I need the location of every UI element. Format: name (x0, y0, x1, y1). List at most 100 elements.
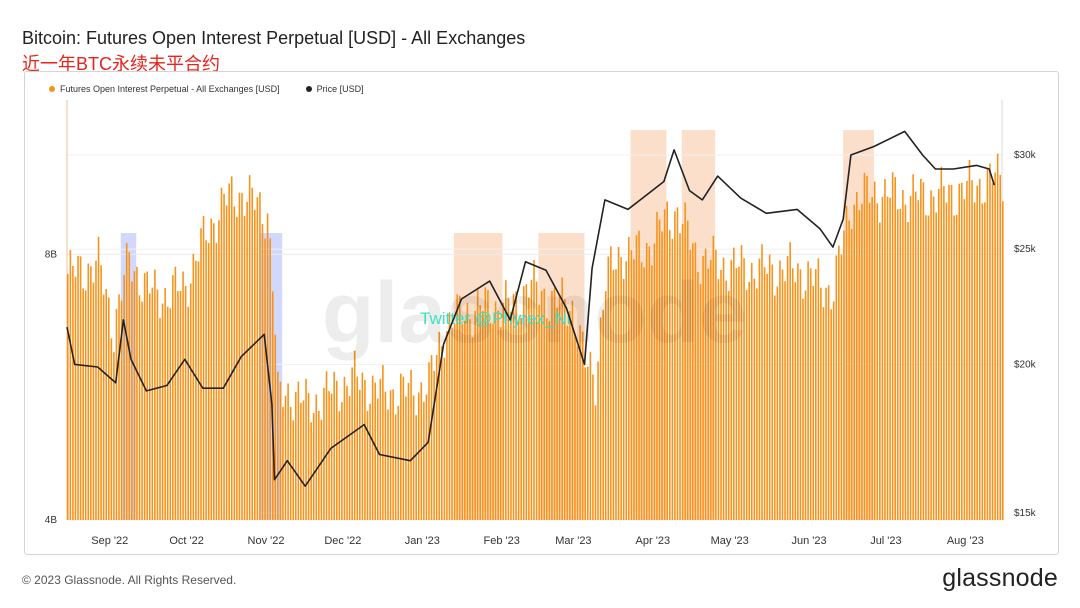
open-interest-bar (505, 280, 507, 520)
open-interest-bar (435, 355, 438, 520)
open-interest-bar (914, 191, 917, 521)
open-interest-bar (546, 318, 548, 520)
open-interest-bar (69, 250, 72, 520)
open-interest-bar (791, 268, 794, 520)
legend-item-price[interactable]: Price [USD] (305, 84, 364, 94)
open-interest-bar (653, 243, 656, 520)
open-interest-bar (750, 262, 753, 520)
open-interest-bar (141, 301, 143, 520)
open-interest-bar (274, 334, 277, 520)
open-interest-bar (100, 265, 102, 520)
open-interest-bar (699, 284, 702, 520)
open-interest-bar (812, 286, 815, 520)
open-interest-bar (410, 369, 412, 520)
open-interest-bar (148, 293, 151, 520)
open-interest-bar (312, 412, 315, 520)
open-interest-bar (228, 183, 230, 520)
open-interest-bar (943, 186, 945, 520)
open-interest-bar (891, 172, 894, 520)
open-interest-bar (894, 177, 896, 520)
open-interest-bar (643, 267, 645, 520)
open-interest-bar (937, 188, 940, 520)
open-interest-bar (305, 378, 307, 520)
open-interest-bar (881, 196, 884, 520)
open-interest-bar (971, 180, 973, 520)
open-interest-bar (400, 373, 402, 520)
open-interest-bar (579, 325, 581, 520)
open-interest-bar (510, 312, 512, 520)
x-axis-tick-label: Nov '22 (248, 535, 285, 547)
chart-panel: Futures Open Interest Perpetual - All Ex… (24, 71, 1059, 555)
legend-item-open-interest[interactable]: Futures Open Interest Perpetual - All Ex… (49, 84, 280, 94)
right-axis-tick-label: $20k (1014, 359, 1037, 370)
open-interest-bar (538, 304, 540, 520)
open-interest-bar (702, 256, 704, 520)
open-interest-bar (341, 402, 343, 520)
open-interest-bar (251, 187, 254, 520)
open-interest-bar (464, 320, 466, 520)
open-interest-bar (876, 203, 879, 520)
open-interest-bar (320, 419, 323, 520)
open-interest-bar (640, 262, 643, 520)
open-interest-bar (722, 257, 725, 520)
open-interest-bar (107, 297, 110, 520)
open-interest-bar (740, 245, 743, 520)
open-interest-bar (786, 255, 789, 520)
right-axis-tick-label: $15k (1014, 508, 1037, 519)
x-axis-tick-label: Aug '23 (947, 535, 984, 547)
open-interest-bar (832, 301, 835, 520)
open-interest-bar (551, 290, 553, 520)
open-interest-bar (300, 402, 302, 520)
open-interest-bar (287, 383, 289, 520)
open-interest-bar (123, 274, 125, 520)
open-interest-bar (981, 203, 984, 520)
open-interest-bar (604, 291, 607, 520)
open-interest-bar (479, 305, 482, 520)
open-interest-bar (494, 301, 497, 520)
open-interest-bar (220, 187, 223, 520)
open-interest-bar (359, 389, 361, 520)
open-interest-bar (932, 196, 935, 521)
open-interest-bar (748, 281, 750, 520)
open-interest-bar (774, 295, 776, 520)
open-interest-bar (310, 422, 312, 520)
open-interest-bar (689, 249, 692, 520)
open-interest-bar (594, 405, 597, 520)
open-interest-bar (566, 325, 569, 520)
open-interest-bar (848, 220, 850, 520)
open-interest-bar (973, 202, 976, 520)
open-interest-bar (205, 240, 207, 520)
open-interest-bar (376, 398, 379, 520)
open-interest-bar (289, 406, 292, 520)
open-interest-bar (738, 266, 740, 520)
open-interest-bar (525, 284, 528, 520)
open-interest-bar (548, 321, 551, 520)
open-interest-bar (461, 324, 464, 520)
open-interest-bar (143, 273, 146, 520)
open-interest-bar (989, 163, 991, 520)
open-interest-bar (351, 367, 353, 520)
open-interest-bar (671, 238, 674, 520)
open-interest-bar (330, 393, 333, 520)
open-interest-bar (371, 375, 374, 520)
open-interest-bar (730, 260, 733, 520)
open-interest-bar (138, 295, 141, 520)
open-interest-bar (423, 401, 425, 520)
open-interest-bar (963, 199, 966, 520)
open-interest-bar (576, 346, 579, 520)
open-interest-bar (666, 201, 669, 520)
open-interest-bar (945, 202, 948, 521)
open-interest-bar (917, 200, 920, 520)
page-title: Bitcoin: Futures Open Interest Perpetual… (22, 28, 526, 48)
open-interest-bar (164, 287, 166, 520)
left-axis-tick-label: 4B (45, 515, 58, 526)
open-interest-bar (889, 197, 891, 520)
open-interest-bar (553, 287, 556, 520)
open-interest-bar (92, 282, 95, 520)
open-interest-bar (676, 207, 679, 521)
open-interest-bar (692, 243, 694, 520)
open-interest-bar (230, 176, 233, 520)
open-interest-bar (715, 249, 717, 520)
open-interest-bar (569, 311, 571, 520)
open-interest-bar (635, 235, 638, 520)
